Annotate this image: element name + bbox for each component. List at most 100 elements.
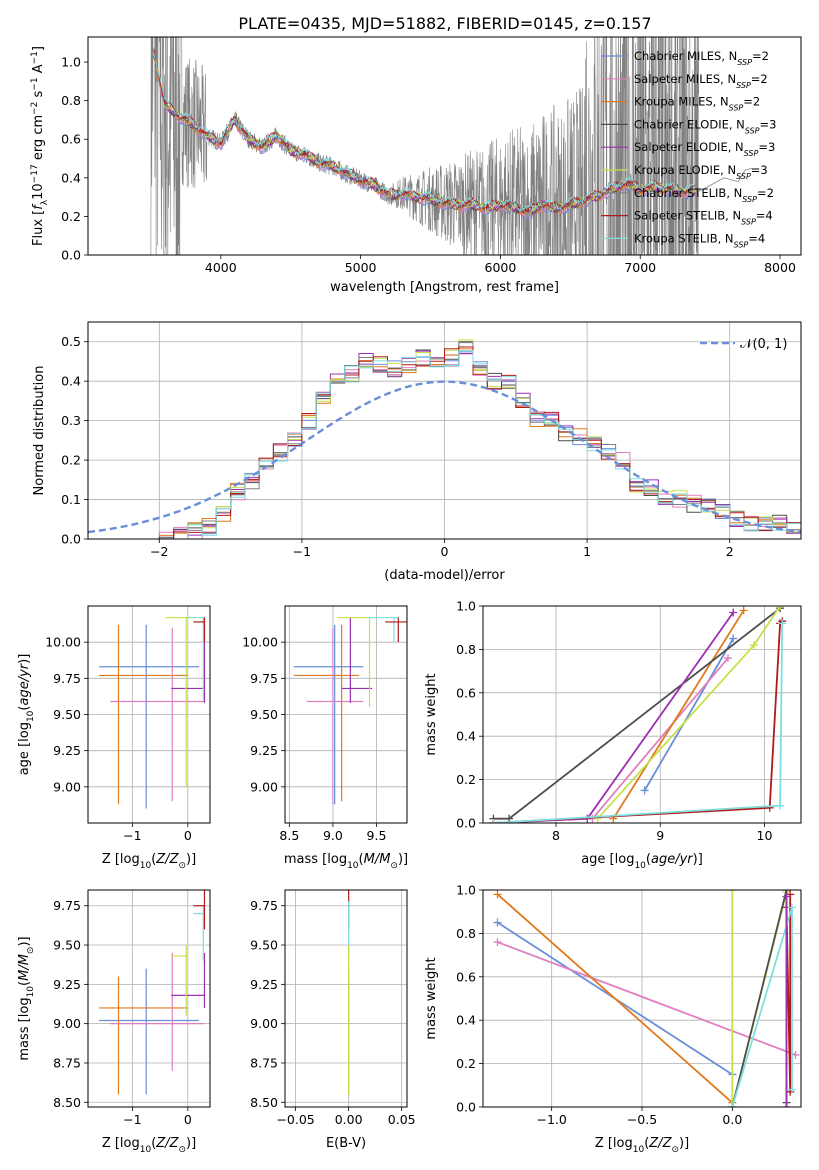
y-tick-label: 9.00 (53, 779, 81, 794)
x-tick-label: 0.00 (335, 1112, 363, 1127)
y-tick-label: 8.75 (53, 1055, 81, 1070)
label-part: 10 (633, 1145, 645, 1155)
x-tick-label: 7000 (624, 260, 656, 275)
weight-marker-kroupa_elodie (750, 641, 759, 650)
y-tick-label: 9.75 (250, 671, 278, 686)
legend-tail: =2 (752, 49, 769, 63)
weight-line-kroupa_miles (612, 609, 745, 820)
x-tick-label: 4000 (205, 260, 237, 275)
label-part: Z [log (102, 852, 140, 867)
legend-label: Salpeter ELODIE, N (634, 140, 744, 154)
axes-frame (87, 889, 211, 1108)
y-axis-label: age [log10(age/yr)] (17, 654, 36, 776)
legend-entry: 𝒩(0, 1) (740, 337, 787, 352)
legend-tail: =3 (758, 140, 775, 154)
legend-sub: SSP (742, 194, 757, 203)
weight-marker-salpeter_elodie (782, 1103, 791, 1107)
legend-entry: Chabrier MILES, NSSP=2 (634, 49, 769, 67)
x-tick-label: 5000 (345, 260, 377, 275)
legend-tail: =2 (757, 186, 774, 200)
y-tick-label: 9.25 (53, 977, 81, 992)
label-part: ( (359, 852, 364, 867)
weight-marker-kroupa_stelib (776, 801, 785, 810)
legend-label: Chabrier STELIB, N (634, 186, 742, 200)
label-part: ( (17, 981, 32, 986)
y-tick-label: 9.00 (250, 779, 278, 794)
histogram-salpeter_stelib (159, 346, 801, 539)
y-tick-label: 0.4 (456, 729, 476, 744)
weight-marker-kroupa_stelib (787, 1085, 796, 1094)
label-part: age [log (17, 722, 32, 775)
label-part: Z [log (595, 1136, 633, 1151)
figure-title: PLATE=0435, MJD=51882, FIBERID=0145, z=0… (238, 14, 651, 33)
legend-sub: SSP (744, 149, 759, 158)
x-tick-label: 0 (184, 828, 192, 843)
x-axis-label: mass [log10(M/M⊙)] (284, 852, 408, 871)
label-part: −1 (30, 77, 40, 90)
x-axis-label: Z [log10(Z/Z⊙)] (595, 1136, 689, 1155)
legend-label: Salpeter STELIB, N (634, 209, 741, 223)
label-part: 10 (140, 861, 152, 871)
x-tick-label: 0.0 (722, 1112, 742, 1127)
x-tick-label: −1.0 (536, 1112, 566, 1127)
y-tick-label: 9.50 (53, 707, 81, 722)
y-axis-label: Normed distribution (32, 366, 47, 496)
legend-sub: SSP (741, 217, 756, 226)
legend-sub: SSP (736, 172, 751, 181)
weight-marker-kroupa_elodie (776, 606, 785, 610)
plot-area-residuals (88, 339, 801, 539)
label-part: ⊙ (178, 1145, 186, 1155)
y-tick-label: 0.5 (61, 334, 81, 349)
legend-tail: =4 (756, 209, 773, 223)
x-tick-label: 9.0 (323, 828, 343, 843)
y-tick-label: 1.0 (456, 599, 476, 614)
x-axis-label: E(B-V) (326, 1136, 366, 1151)
weight-marker-salpeter_miles (493, 938, 502, 947)
y-tick-label: 0.4 (61, 170, 81, 185)
legend-entry: Kroupa STELIB, NSSP=4 (634, 231, 765, 249)
y-tick-label: 10.00 (45, 635, 81, 650)
axes-mass_vs_ebv: −0.05 0.00 0.05 8.50 8.75 9.00 9.25 9.50 9.75 E(B… (250, 889, 416, 1151)
x-tick-label: −1 (123, 1112, 141, 1127)
x-tick-label: 6000 (485, 260, 517, 275)
weight-line-chabrier_elodie (731, 890, 788, 1107)
axes-spectrum: 4000 5000 6000 7000 8000 0.0 0.2 0.4 0.6 0.8 1.0 wa… (30, 36, 802, 295)
legend-label: Chabrier MILES, N (634, 49, 737, 63)
y-tick-label: 9.00 (250, 1016, 278, 1031)
y-tick-label: 9.25 (250, 743, 278, 758)
x-tick-label: 8.5 (279, 828, 299, 843)
axes-weight_vs_Z: −1.0 −0.5 0.0 0.0 0.2 0.4 0.6 0.8 1.0 Z [log10(Z/… (424, 883, 802, 1155)
x-axis-label: age [log10(age/yr)] (581, 852, 703, 871)
label-part: )] (679, 1136, 689, 1151)
label-part: M/M (17, 954, 32, 981)
label-part: ( (151, 852, 156, 867)
weight-line-kroupa_stelib (731, 907, 793, 1107)
weight-marker-kroupa_elodie (728, 890, 737, 894)
plot-area-spectrum (150, 37, 753, 255)
legend-entry: Chabrier STELIB, NSSP=2 (634, 186, 774, 204)
label-part: 10 (634, 861, 646, 871)
legend-sub: SSP (745, 126, 760, 135)
y-tick-label: 0.8 (456, 926, 476, 941)
axes-frame (87, 321, 802, 540)
x-tick-label: 8000 (764, 260, 796, 275)
legend-tail: =2 (751, 72, 768, 86)
legend-entry: Salpeter STELIB, NSSP=4 (634, 209, 773, 227)
label-part: Z/Z (155, 852, 179, 867)
label-part: Z/Z (648, 1136, 672, 1151)
y-axis-label: mass weight (424, 957, 439, 1039)
weight-marker-salpeter_miles (724, 654, 733, 663)
weight-marker-salpeter_elodie (782, 892, 791, 901)
label-part: ⊙ (671, 1145, 679, 1155)
x-tick-label: 0.05 (388, 1112, 416, 1127)
y-tick-label: 0.2 (456, 1056, 476, 1071)
legend-tail: =2 (743, 95, 760, 109)
x-tick-label: 9.5 (367, 828, 387, 843)
label-part: −17 (30, 164, 40, 183)
x-axis-label: wavelength [Angstrom, rest frame] (330, 280, 559, 295)
label-part: M/M (364, 852, 391, 867)
label-part: mass [log (17, 997, 32, 1060)
model-spectrum-chabrier_miles (153, 51, 696, 221)
weight-line-chabrier_elodie (493, 607, 781, 820)
label-part: 10 (31, 183, 46, 200)
